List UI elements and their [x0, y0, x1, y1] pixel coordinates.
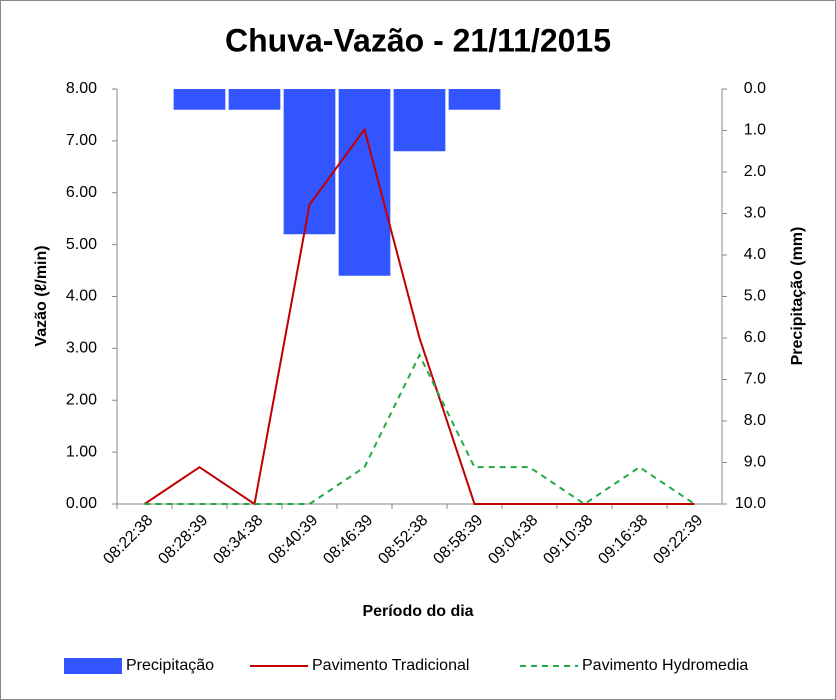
y-tick-label: 6.00 [66, 184, 97, 201]
y2-tick-label: 6.0 [744, 329, 766, 346]
y-tick-label: 8.00 [66, 80, 97, 97]
y2-tick-label: 3.0 [744, 205, 766, 222]
y2-tick-label: 4.0 [744, 246, 766, 263]
bar [173, 89, 226, 110]
y2-tick-label: 10.0 [735, 495, 766, 512]
bar [228, 89, 281, 110]
legend-label: Precipitação [126, 657, 214, 674]
bar [338, 89, 391, 276]
y2-tick-label: 1.0 [744, 122, 766, 139]
y2-tick-label: 8.0 [744, 412, 766, 429]
y-axis-title: Vazão (ℓ/min) [33, 245, 50, 346]
y2-tick-label: 5.0 [744, 288, 766, 305]
chart-title: Chuva-Vazão - 21/11/2015 [225, 22, 611, 58]
y-tick-label: 4.00 [66, 288, 97, 305]
y2-tick-label: 7.0 [744, 371, 766, 388]
bar [448, 89, 501, 110]
y-tick-label: 2.00 [66, 391, 97, 408]
legend-label: Pavimento Hydromedia [582, 657, 748, 674]
y2-tick-label: 2.0 [744, 163, 766, 180]
x-axis-title: Período do dia [362, 603, 473, 620]
legend-swatch [64, 658, 122, 674]
legend-label: Pavimento Tradicional [312, 657, 469, 674]
y-tick-label: 7.00 [66, 132, 97, 149]
bar [283, 89, 336, 235]
y-tick-label: 0.00 [66, 495, 97, 512]
y-tick-label: 5.00 [66, 236, 97, 253]
bar [393, 89, 446, 152]
y2-axis-title: Precipitação (mm) [789, 227, 806, 366]
y-tick-label: 1.00 [66, 443, 97, 460]
y2-tick-label: 0.0 [744, 80, 766, 97]
line [144, 352, 696, 506]
y2-tick-label: 9.0 [744, 454, 766, 471]
y-tick-label: 3.00 [66, 340, 97, 357]
line [143, 127, 695, 506]
